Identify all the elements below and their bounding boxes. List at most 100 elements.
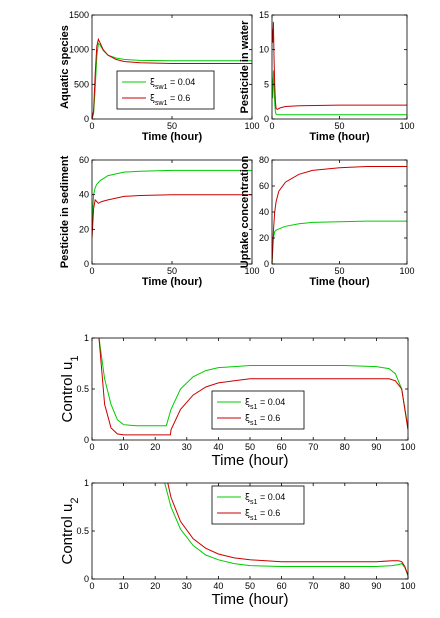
- x-tick-label: 0: [269, 266, 274, 276]
- legend-box: [211, 390, 305, 430]
- y-tick-label: 1000: [69, 45, 89, 55]
- legend: ξsw1 = 0.04 ξsw1 = 0.6: [116, 70, 215, 110]
- x-tick-label: 40: [213, 581, 223, 591]
- series-line-1: [164, 483, 408, 577]
- chart-panel-6: 0 10 20 30 40 50 60 70 80 90 100 0 0.5 1 Time (hour) Co…: [59, 478, 416, 608]
- y-tick-label: 0: [84, 114, 89, 124]
- y-tick-label: 0.5: [76, 526, 89, 536]
- y-tick-label: 10: [259, 45, 269, 55]
- series-line-2: [272, 21, 407, 110]
- legend-entry: ξs1 = 0.04: [245, 492, 285, 506]
- x-tick-label: 50: [167, 121, 177, 131]
- x-tick-label: 100: [399, 121, 414, 131]
- series-line-2: [92, 194, 252, 239]
- x-tick-label: 90: [371, 442, 381, 452]
- x-axis-label: Time (hour): [309, 276, 370, 288]
- chart-panel-5: 0 10 20 30 40 50 60 70 80 90 100 0 0.5 1 Time (hour) Co…: [59, 333, 416, 469]
- x-axis-label: Time (hour): [212, 591, 289, 608]
- legend-entry: ξs1 = 0.04: [245, 397, 285, 411]
- x-axis-label: Time (hour): [142, 131, 203, 143]
- x-tick-label: 50: [334, 121, 344, 131]
- x-tick-label: 70: [308, 442, 318, 452]
- chart-panel-3: 0 50 100 0 20 40 60 Time (hour) Pesticide in sed…: [59, 155, 260, 288]
- y-tick-label: 1500: [69, 10, 89, 20]
- series-line-1: [92, 169, 252, 223]
- y-tick-label: 40: [79, 190, 89, 200]
- y-tick-label: 20: [259, 233, 269, 243]
- x-tick-label: 100: [400, 442, 415, 452]
- x-tick-label: 40: [213, 442, 223, 452]
- legend-box: [211, 485, 305, 525]
- series-line-2: [92, 37, 252, 119]
- y-axis-label: Aquatic species: [59, 25, 71, 109]
- x-tick-label: 60: [277, 581, 287, 591]
- series-line-1: [98, 338, 408, 428]
- legend-box: [116, 70, 215, 110]
- y-axis-label: Control u2: [59, 498, 81, 565]
- x-tick-label: 90: [371, 581, 381, 591]
- y-tick-label: 0: [264, 114, 269, 124]
- x-tick-label: 50: [245, 581, 255, 591]
- y-tick-label: 500: [74, 79, 89, 89]
- x-axis-label: Time (hour): [309, 131, 370, 143]
- x-tick-label: 30: [182, 442, 192, 452]
- y-tick-label: 0: [264, 259, 269, 269]
- plot-frame: [91, 159, 253, 265]
- x-tick-label: 100: [400, 581, 415, 591]
- legend-entry: ξsw1 = 0.04: [150, 77, 195, 91]
- series-line-2: [272, 166, 407, 264]
- series-line-1: [272, 220, 407, 264]
- y-tick-label: 60: [79, 155, 89, 165]
- legend: ξs1 = 0.04 ξs1 = 0.6: [211, 390, 305, 430]
- x-tick-label: 80: [340, 581, 350, 591]
- legend-entry: ξs1 = 0.6: [245, 508, 280, 522]
- x-tick-label: 30: [182, 581, 192, 591]
- chart-panel-4: 0 50 100 0 20 40 60 80 Time (hour) Uptake concent…: [239, 155, 415, 288]
- x-tick-label: 0: [89, 442, 94, 452]
- y-axis-label-subscript: 2: [69, 498, 81, 504]
- plot-frame: [271, 14, 408, 120]
- plot-frame: [271, 159, 408, 265]
- chart-panel-2: 0 50 100 0 5 10 15 Time (hour) Pesticide in wate…: [239, 10, 415, 143]
- x-tick-label: 60: [277, 442, 287, 452]
- x-tick-label: 10: [119, 581, 129, 591]
- y-axis-label-subscript: 1: [69, 356, 81, 362]
- series-line-2: [98, 338, 408, 436]
- series-line-1: [272, 70, 407, 116]
- y-tick-label: 5: [264, 79, 269, 89]
- x-tick-label: 0: [269, 121, 274, 131]
- y-tick-label: 0.5: [76, 384, 89, 394]
- y-tick-label: 0: [84, 574, 89, 584]
- y-tick-label: 1: [84, 478, 89, 488]
- x-tick-label: 20: [150, 581, 160, 591]
- legend-entry: ξsw1 = 0.6: [150, 93, 190, 107]
- x-tick-label: 100: [244, 121, 259, 131]
- y-axis-label: Pesticide in sediment: [59, 155, 71, 268]
- x-tick-label: 80: [340, 442, 350, 452]
- y-tick-label: 15: [259, 10, 269, 20]
- x-tick-label: 100: [244, 266, 259, 276]
- x-axis-label: Time (hour): [212, 452, 289, 469]
- x-tick-label: 0: [89, 121, 94, 131]
- x-tick-label: 20: [150, 442, 160, 452]
- x-axis-label: Time (hour): [142, 276, 203, 288]
- y-axis-label: Uptake concentration: [239, 155, 251, 268]
- y-tick-label: 80: [259, 155, 269, 165]
- x-tick-label: 70: [308, 581, 318, 591]
- y-tick-label: 60: [259, 181, 269, 191]
- x-tick-label: 0: [89, 266, 94, 276]
- y-tick-label: 20: [79, 224, 89, 234]
- x-tick-label: 50: [245, 442, 255, 452]
- y-tick-label: 40: [259, 207, 269, 217]
- y-tick-label: 0: [84, 435, 89, 445]
- x-tick-label: 50: [334, 266, 344, 276]
- x-tick-label: 0: [89, 581, 94, 591]
- x-tick-label: 100: [399, 266, 414, 276]
- legend: ξs1 = 0.04 ξs1 = 0.6: [211, 485, 305, 525]
- y-tick-label: 1: [84, 333, 89, 343]
- y-axis-label: Control u1: [59, 356, 81, 423]
- x-tick-label: 10: [119, 442, 129, 452]
- y-tick-label: 0: [84, 259, 89, 269]
